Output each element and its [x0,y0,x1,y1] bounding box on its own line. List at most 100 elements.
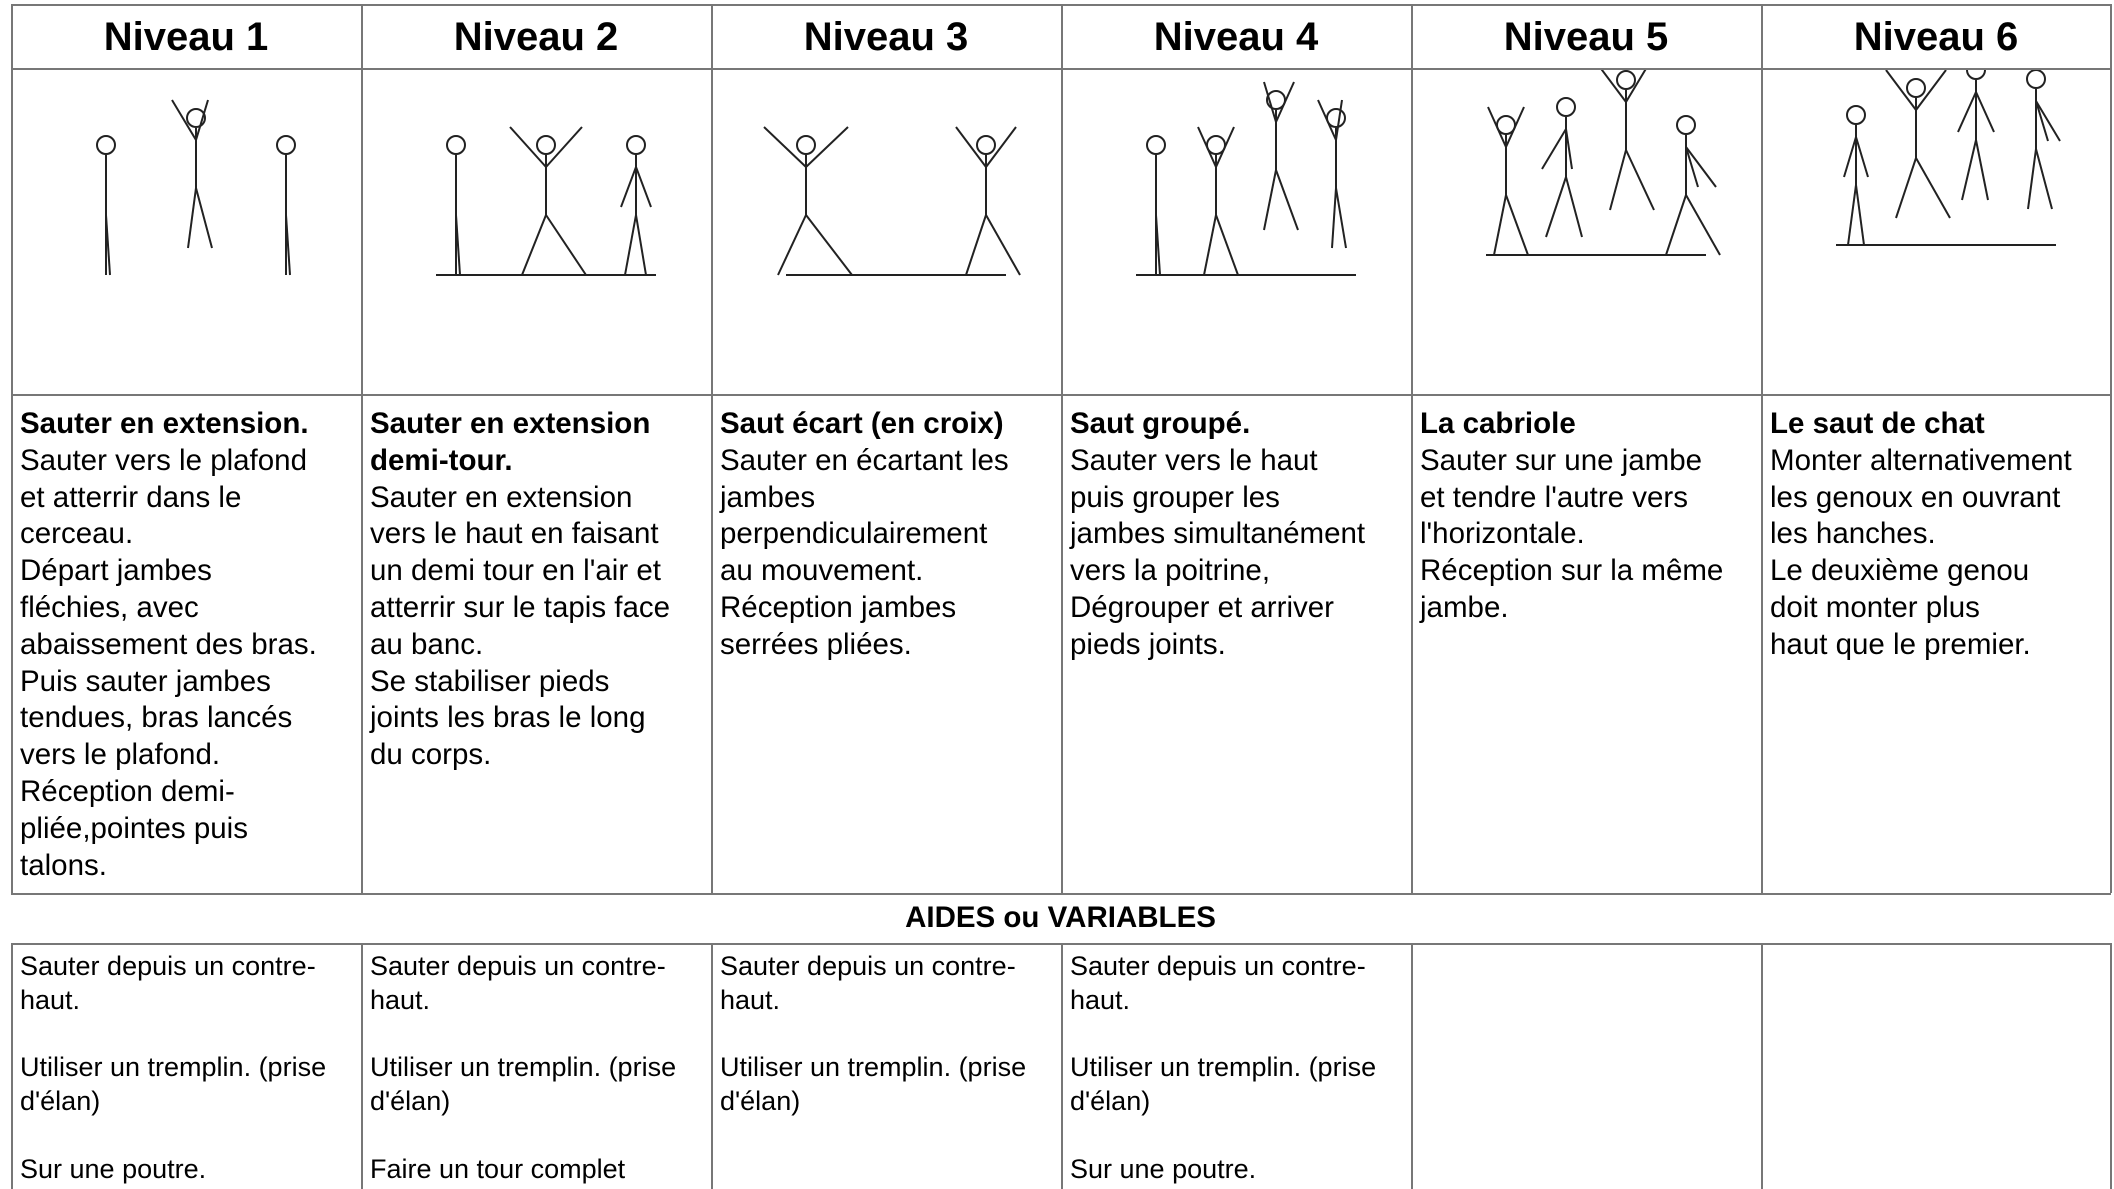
aide-cell: Sauter depuis un contre-haut. Utiliser un… [20,950,326,1187]
col-line [1761,4,1763,893]
aide-line: haut. [20,984,81,1015]
description-line: jambe. [1420,590,1509,624]
spacer [370,1018,676,1052]
description-line: tendues, bras lancés [20,701,293,735]
description-title: Sauter en extension. [20,407,309,440]
description-line: vers le haut en faisant [370,517,659,551]
spacer [720,1018,1026,1052]
description-line: cerceau. [20,517,134,551]
description-line: au banc. [370,627,484,661]
col-line [1061,4,1063,893]
col-line [361,4,363,893]
description-line: abaissement des bras. [20,627,317,661]
description-line: Dégrouper et arriver [1070,590,1334,624]
aide-line: d'élan) [370,1086,451,1117]
aide-line: Utiliser un tremplin. (prise [20,1052,327,1083]
description-line: doit monter plus [1770,590,1980,624]
aide-line: Sauter depuis un contre- [1070,951,1366,981]
aide-cell: Sauter depuis un contre-haut. Utiliser un… [370,950,676,1187]
level-header: Niveau 6 [1853,15,2019,59]
col-line [2110,943,2112,1189]
illustration [763,126,1021,276]
description: Sauter en extension. Sauter vers le plafo… [20,406,317,884]
description-line: Réception jambes [720,590,957,624]
description-title: La cabriole [1420,407,1576,440]
row-line [11,893,2111,895]
col-line [1061,943,1063,1189]
description-line: vers la poitrine, [1070,554,1271,588]
aide-line: haut. [1070,984,1131,1015]
description-line: Le deuxième genou [1770,554,2030,588]
col-line [11,943,13,1189]
description-line: et tendre l'autre vers [1420,480,1688,514]
aide-line: Utiliser un tremplin. (prise [720,1052,1027,1083]
description-line: du corps. [370,738,492,772]
col-line [1411,4,1413,893]
description-line: Sauter sur une jambe [1420,443,1703,477]
illustration [1836,70,2061,246]
aide-cell: Sauter depuis un contre-haut. Utiliser un… [720,950,1026,1119]
level-header: Niveau 4 [1153,15,1319,59]
col-line [361,943,363,1189]
description: Saut écart (en croix) Sauter en écartant … [720,406,1009,664]
description-line: jambes [720,480,816,514]
description-line: Départ jambes [20,554,212,588]
spacer [370,1119,676,1153]
description-line: Sauter vers le plafond [20,443,307,477]
description: Le saut de chat Monter alternativement les… [1770,406,2072,664]
description-line: et atterrir dans le [20,480,242,514]
description-line: Sauter en extension [370,480,633,514]
description-title: Saut groupé. [1070,407,1251,440]
description-line: pieds joints. [1070,627,1226,661]
col-line [1761,943,1763,1189]
aide-line: d'élan) [1070,1086,1151,1117]
aide-line: Sur une poutre. [1070,1153,1257,1184]
spacer [20,1119,326,1153]
aide-line: Utiliser un tremplin. (prise [1070,1052,1377,1083]
description-line: Réception sur la même [1420,554,1724,588]
description-line: Puis sauter jambes [20,664,271,698]
aide-line: Sauter depuis un contre- [20,951,316,981]
description-line: vers le plafond. [20,738,221,772]
aide-cell: Sauter depuis un contre-haut. Utiliser un… [1070,950,1376,1187]
illustration [96,99,296,276]
level-header: Niveau 5 [1503,15,1669,59]
spacer [20,1018,326,1052]
aide-line: Sur une poutre. [20,1153,207,1184]
description-line: pliée,pointes puis [20,811,248,845]
illustration [436,126,656,276]
col-line [2110,4,2112,893]
description-title: Saut écart (en croix) [720,407,1004,440]
col-line [1411,943,1413,1189]
aides-title: AIDES ou VARIABLES [905,901,1216,934]
illustration [1486,70,1721,256]
description-line: joints les bras le long [370,701,646,735]
col-line [711,943,713,1189]
description-line: Sauter vers le haut [1070,443,1318,477]
spacer [1070,1119,1376,1153]
aide-line: Faire un tour complet [370,1153,626,1184]
description-line: haut que le premier. [1770,627,2031,661]
col-line [711,4,713,893]
description-line: puis grouper les [1070,480,1280,514]
description: La cabriole Sauter sur une jambe et tendre… [1420,406,1723,627]
description-title: Sauter en extension [370,407,651,440]
description-line: Réception demi- [20,774,235,808]
aide-line: Sauter depuis un contre- [370,951,666,981]
aide-line: d'élan) [720,1086,801,1117]
level-header: Niveau 2 [453,15,619,59]
description-line: fléchies, avec [20,590,199,624]
description-line: les hanches. [1770,517,1936,551]
description-title: Le saut de chat [1770,407,1985,440]
description-title: demi-tour. [370,443,513,477]
level-header: Niveau 1 [103,15,269,59]
aide-line: d'élan) [20,1086,101,1117]
description-line: un demi tour en l'air et [370,554,661,588]
description-line: talons. [20,848,107,882]
illustration [1136,81,1356,276]
level-header: Niveau 3 [803,15,969,59]
description-line: l'horizontale. [1420,517,1585,551]
aide-line: haut. [720,984,781,1015]
description-line: Se stabiliser pieds [370,664,610,698]
